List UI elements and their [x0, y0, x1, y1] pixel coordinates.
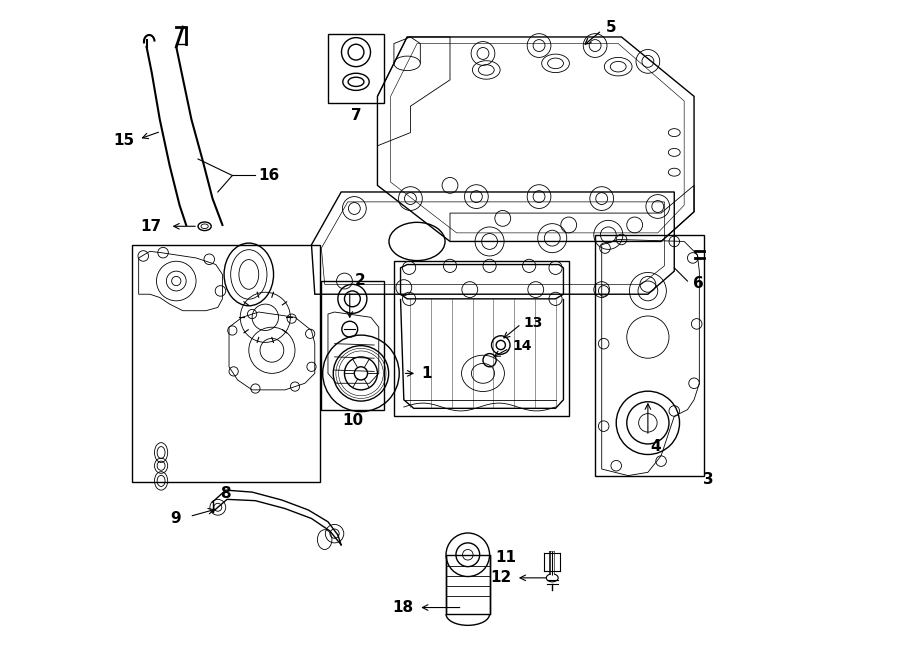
Bar [328, 34, 384, 103]
Text: 10: 10 [342, 413, 363, 428]
Bar [595, 235, 704, 476]
Text: 8: 8 [220, 486, 231, 500]
Text: 13: 13 [524, 315, 544, 330]
Bar [446, 555, 490, 614]
Text: 14: 14 [512, 339, 532, 354]
Text: 17: 17 [140, 219, 162, 234]
Text: 4: 4 [650, 440, 661, 454]
Bar [321, 281, 384, 410]
Text: 7: 7 [351, 108, 362, 122]
Text: 18: 18 [392, 600, 414, 615]
Text: 6: 6 [693, 276, 704, 290]
Text: 12: 12 [491, 570, 511, 586]
Bar [394, 261, 569, 416]
Text: 5: 5 [607, 20, 616, 34]
Text: 1: 1 [421, 366, 432, 381]
Text: 11: 11 [496, 550, 517, 565]
Bar [132, 245, 320, 483]
Text: 2: 2 [355, 273, 365, 288]
Text: 15: 15 [113, 133, 135, 148]
Text: 3: 3 [703, 473, 714, 487]
Text: 9: 9 [170, 511, 181, 526]
Text: 16: 16 [258, 168, 280, 183]
